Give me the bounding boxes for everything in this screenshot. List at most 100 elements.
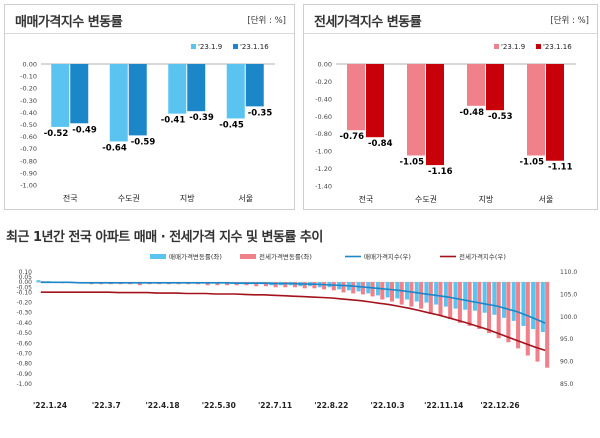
x-tick-label: '22.1.24 (33, 401, 67, 410)
sale-price-change-panel: 매매가격지수 변동률 [단위 : %] 0.00 -0.10 -0.20 -0.30 -… (4, 4, 295, 210)
jeonse-change-bar (535, 282, 540, 362)
data-label: -1.05 (520, 158, 545, 168)
bar-curr (245, 64, 264, 107)
jeonse-change-bar (438, 282, 443, 316)
chart-title: 매매가격지수 변동률 (15, 15, 123, 30)
bar-prev (467, 64, 485, 106)
left-y-tick-label: -0.50 (16, 330, 32, 337)
left-y-tick-label: 0.00 (19, 279, 33, 286)
panel-header: 전세가격지수 변동률 [단위 : %] (304, 5, 597, 34)
x-tick-label: '22.11.14 (424, 401, 463, 410)
sale-change-bar (502, 282, 507, 318)
bar-curr (187, 64, 206, 112)
y-tick-label: -0.60 (20, 133, 37, 141)
y-tick-label: -0.30 (20, 97, 37, 105)
jeonse-change-bar (351, 282, 356, 294)
bar-prev (226, 64, 245, 119)
unit-label: [단위 : %] (550, 16, 589, 26)
panel-header: 매매가격지수 변동률 [단위 : %] (5, 5, 294, 34)
sale-change-bar (453, 282, 458, 309)
sale-change-bar (511, 282, 516, 321)
jeonse-change-bar (370, 282, 375, 297)
jeonse-change-bar (302, 282, 307, 289)
jeonse-change-bar (545, 282, 550, 368)
y-tick-label: -0.20 (315, 78, 332, 86)
category-label: 지방 (180, 193, 195, 203)
category-label: 전국 (63, 193, 78, 203)
y-tick-label: 0.00 (318, 61, 332, 69)
category-label: 서울 (238, 194, 253, 203)
jeonse-change-bar (506, 282, 511, 343)
jeonse-price-change-chart: 0.00 -0.20 -0.40 -0.60 -0.80 -1.00 -1.20 -1.40 -… (315, 43, 576, 204)
x-tick-label: '22.10.3 (370, 401, 404, 410)
sale-change-bar (531, 282, 536, 330)
right-y-tick-label: 90.0 (560, 359, 574, 366)
jeonse-change-bar (137, 282, 142, 286)
data-label: -0.84 (368, 139, 393, 149)
data-label: -1.11 (548, 163, 573, 173)
sale-price-change-chart: 0.00-0.10-0.20-0.30-0.40-0.50-0.60-0.70-… (20, 43, 275, 203)
jeonse-index-line (40, 291, 546, 352)
jeonse-change-bar (322, 282, 327, 290)
legend-swatch (494, 44, 499, 49)
category-label: 수도권 (118, 193, 140, 203)
y-tick-label: -0.90 (20, 169, 37, 177)
left-y-tick-label: -0.10 (16, 289, 32, 296)
category-label: 지방 (479, 194, 494, 204)
legend-swatch (150, 254, 166, 259)
jeonse-change-bar (312, 282, 317, 289)
data-label: -0.49 (72, 125, 97, 135)
jeonse-change-bar (263, 282, 268, 287)
left-y-tick-label: -0.30 (16, 310, 32, 317)
sale-index-line (40, 281, 546, 324)
jeonse-change-bar (389, 282, 395, 302)
y-tick-label: -0.80 (315, 130, 332, 138)
sale-change-bar (482, 282, 487, 313)
data-label: -0.64 (102, 143, 127, 153)
bar-curr (546, 64, 564, 161)
jeonse-change-bar (254, 282, 259, 287)
chart-title: 전세가격지수 변동률 (314, 15, 422, 30)
bar-prev (109, 64, 128, 142)
jeonse-change-bar (283, 282, 288, 288)
bar-prev (407, 64, 425, 156)
jeonse-change-bar (467, 282, 472, 326)
left-y-tick-label: -0.05 (16, 284, 32, 291)
left-y-tick-label: -0.90 (16, 371, 32, 378)
x-tick-label: '22.3.7 (92, 401, 121, 410)
jeonse-change-bar (448, 282, 453, 319)
jeonse-change-bar (293, 282, 298, 288)
category-label: 수도권 (415, 194, 437, 204)
data-label: -0.59 (131, 137, 156, 147)
jeonse-change-bar (477, 282, 482, 330)
data-label: -0.39 (189, 113, 214, 123)
left-y-tick-label: 0.10 (19, 269, 33, 276)
jeonse-change-bar (486, 282, 492, 334)
left-y-tick-label: -1.00 (16, 381, 32, 388)
legend-swatch (240, 254, 256, 259)
bar-prev (527, 64, 545, 156)
x-tick-label: '22.12.26 (480, 401, 519, 410)
bar-curr (366, 64, 384, 138)
unit-label: [단위 : %] (247, 16, 286, 26)
sale-change-bar (540, 282, 545, 333)
legend-swatch (191, 44, 196, 49)
annual-trend-chart: 0.100.050.00-0.05-0.10 -0.20 -0.30 -0.40 -0.… (16, 252, 577, 410)
right-y-tick-label: 110.0 (560, 269, 577, 276)
data-label: -0.48 (460, 108, 485, 118)
x-tick-label: '22.5.30 (202, 401, 236, 410)
left-y-tick-label: -0.70 (16, 350, 32, 357)
jeonse-change-bar (457, 282, 462, 323)
bar-prev (51, 64, 70, 127)
left-y-tick-label: -0.80 (16, 361, 32, 368)
category-label: 전국 (359, 194, 374, 204)
jeonse-change-bar (428, 282, 433, 313)
data-label: -0.41 (161, 116, 186, 126)
trend-chart-title: 최근 1년간 전국 아파트 매매 · 전세가격 지수 및 변동률 추이 (6, 230, 323, 245)
legend-label: 매매가격지수(우) (364, 252, 411, 261)
bar-curr (70, 64, 89, 124)
y-tick-label: -0.60 (315, 113, 332, 121)
data-label: -0.52 (44, 129, 69, 139)
legend-swatch (233, 44, 238, 49)
sale-change-bar (414, 282, 419, 302)
